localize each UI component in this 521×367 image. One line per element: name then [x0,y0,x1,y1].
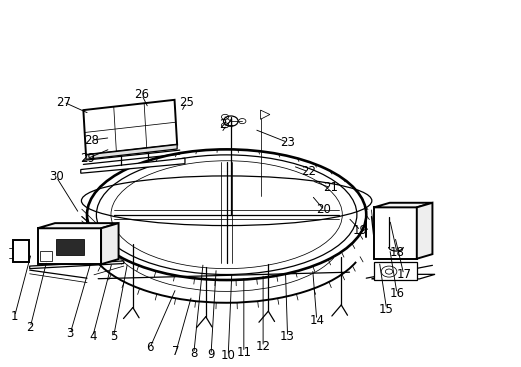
Bar [38,228,101,264]
Polygon shape [374,203,432,207]
Text: 3: 3 [67,327,74,340]
Text: 20: 20 [317,203,331,217]
Polygon shape [371,275,435,279]
Text: 2: 2 [27,321,34,334]
Text: 12: 12 [256,340,270,353]
Polygon shape [81,158,185,173]
Text: 16: 16 [390,287,404,300]
Text: 1: 1 [11,310,18,323]
Text: 10: 10 [221,349,235,363]
Bar [56,239,84,255]
Text: 9: 9 [207,348,215,361]
Bar [13,240,29,262]
Text: 21: 21 [324,181,338,195]
Text: 6: 6 [146,341,154,354]
Text: 26: 26 [134,88,149,101]
Text: 18: 18 [390,246,404,259]
Ellipse shape [84,171,369,304]
Text: 27: 27 [56,95,71,109]
Ellipse shape [111,161,342,269]
Polygon shape [260,110,270,119]
Bar [374,262,417,280]
Text: 5: 5 [110,330,117,343]
Text: 29: 29 [80,152,95,165]
Text: 19: 19 [353,224,368,237]
Bar [374,207,417,259]
Text: 24: 24 [219,118,234,131]
Text: 4: 4 [89,330,96,343]
Text: 11: 11 [237,346,251,359]
Text: 7: 7 [172,345,180,358]
Text: 22: 22 [301,165,316,178]
Polygon shape [30,261,124,269]
Text: 23: 23 [280,136,295,149]
Text: 13: 13 [280,330,295,344]
Text: 14: 14 [309,313,324,327]
Polygon shape [417,203,432,259]
Polygon shape [38,223,119,228]
Text: 28: 28 [84,134,98,147]
Polygon shape [86,145,177,159]
Bar [40,251,52,261]
Text: 17: 17 [396,268,411,281]
Text: 8: 8 [190,347,197,360]
Text: 30: 30 [49,170,64,184]
Polygon shape [83,100,177,155]
Text: 25: 25 [179,95,194,109]
Text: 15: 15 [379,302,394,316]
Polygon shape [101,223,119,264]
